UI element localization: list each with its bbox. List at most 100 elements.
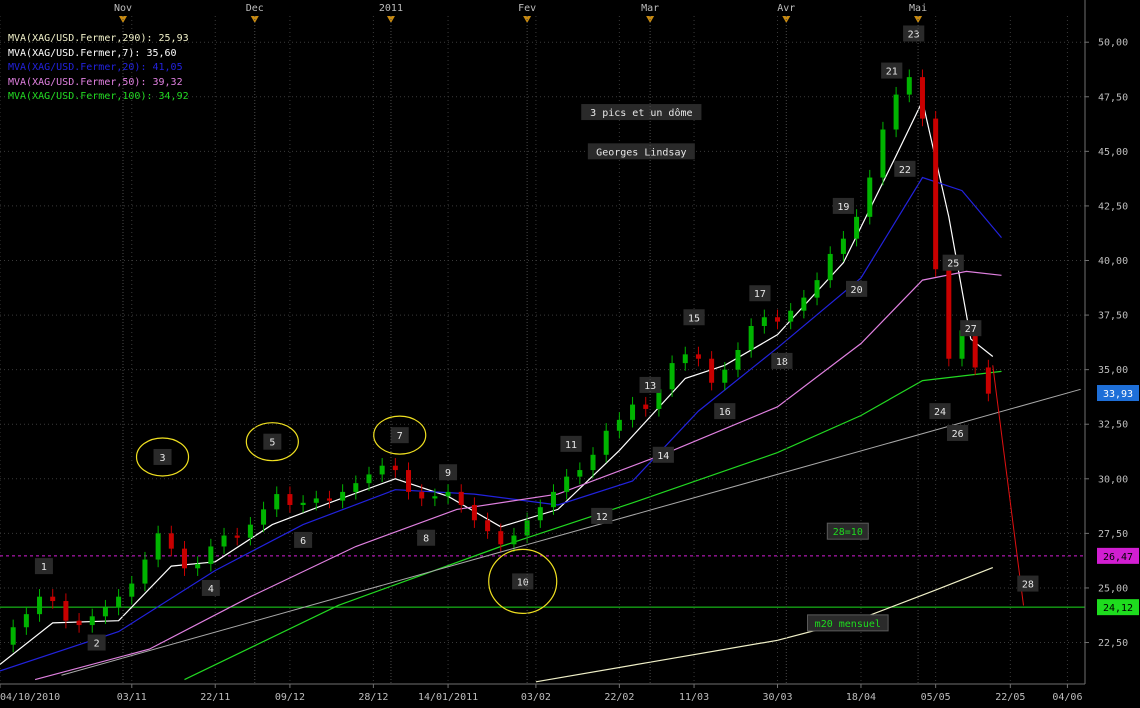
candle-body [630,404,636,420]
candle-body [985,367,991,394]
candle-body [643,404,649,409]
annotation-label: 3 [160,453,166,464]
x-tick-label: 03/11 [117,692,147,703]
x-tick-label: 04/10/2010 [0,692,60,703]
month-label: Nov [114,3,132,14]
price-box [1097,599,1139,616]
annotation-label: 24 [934,407,946,418]
candle-body [919,77,925,119]
annotation-box [771,352,793,369]
month-label: Fev [518,3,536,14]
legend-item-mva-100: MVA(XAG/USD.Fermer,100): 34,92 [8,91,189,102]
annotation-box [929,403,951,420]
y-tick-label: 32,50 [1098,420,1128,431]
y-tick-label: 27,50 [1098,529,1128,540]
annotation-box [749,285,771,302]
y-tick-label: 42,50 [1098,201,1128,212]
candle-body [564,476,570,492]
price-box [1097,385,1139,402]
candle-body [577,470,583,477]
annotation-label: 22 [899,165,911,176]
x-tick-label: 04/06 [1052,692,1082,703]
price-box-label: 24,12 [1103,603,1133,614]
annotation-label: 26 [952,429,964,440]
candle-body [353,483,359,492]
annotation-box [960,320,982,337]
annotation-label: 1 [41,562,47,573]
candle-body [788,310,794,322]
annotation-label: 18 [776,357,788,368]
annotation-label: 28=10 [833,527,863,538]
candle-body [379,465,385,475]
annotation-label: 15 [688,313,700,324]
annotation-box [845,280,868,297]
annotation-circle [135,437,190,477]
candle-body [23,614,29,628]
candle-body [590,454,596,471]
candle-body [933,118,939,270]
candle-body [208,546,214,564]
candle-body [313,498,319,503]
candle-body [946,269,952,359]
moving-average-lines [0,99,1002,683]
candle-body [76,620,82,626]
annotation-box [894,160,916,177]
annotation-label: 11 [565,440,577,451]
y-tick-label: 45,00 [1098,147,1128,158]
annotation-label: 21 [886,67,898,78]
annotation-box [512,573,534,590]
annotation-label: 19 [837,202,849,213]
candle-body [116,596,122,608]
candle-body [247,524,253,538]
annotation-label: 10 [517,577,529,588]
trendline [61,388,1081,676]
candle-body [603,430,609,455]
candle-body [300,502,306,505]
candle-body [511,535,517,545]
legend-item-mva-7: MVA(XAG/USD.Fermer,7): 35,60 [8,47,177,59]
candle-body [682,354,688,364]
candle-body [419,491,425,499]
annotation-box [390,427,409,444]
candle-body [827,253,833,281]
y-tick-label: 50,00 [1098,38,1128,49]
x-tick-label: 28/12 [358,692,388,703]
y-tick-label: 30,00 [1098,474,1128,485]
annotation-label: 13 [644,381,656,392]
price-box-label: 33,93 [1103,389,1133,400]
candle-body [735,350,741,370]
annotation-box [1017,575,1039,592]
legend-item-mva-20: MVA(XAG/USD.Fermer,20): 41,05 [8,62,183,73]
annotation-label: 14 [657,451,669,462]
candle-body [537,507,543,521]
annotation-box [714,403,736,420]
x-tick-label: 03/02 [521,692,551,703]
annotation-box [639,376,661,393]
x-tick-label: 11/03 [679,692,709,703]
annotation-box [439,464,458,481]
candle-body [906,77,912,95]
price-box [1097,547,1139,564]
candle-body [893,94,899,130]
candle-body [274,494,280,510]
candle-body [155,533,161,560]
annotation-label: 20 [851,285,863,296]
annotation-label: 7 [397,431,403,442]
annotation-label: Georges Lindsay [596,147,686,158]
annotation-box [201,579,220,596]
candle-body [867,177,873,217]
candle-body [616,419,622,431]
annotation-box [652,446,674,463]
candle-body [458,491,464,505]
annotation-box [832,197,855,214]
candle-body [722,369,728,383]
candle-body [814,280,820,298]
candle-body [485,520,491,532]
annotation-box [942,254,964,271]
legend-item-mva-290: MVA(XAG/USD.Fermer,290): 25,93 [8,33,189,44]
candle-body [89,616,95,626]
annotation-box [881,62,903,79]
annotation-label: 25 [947,259,959,270]
